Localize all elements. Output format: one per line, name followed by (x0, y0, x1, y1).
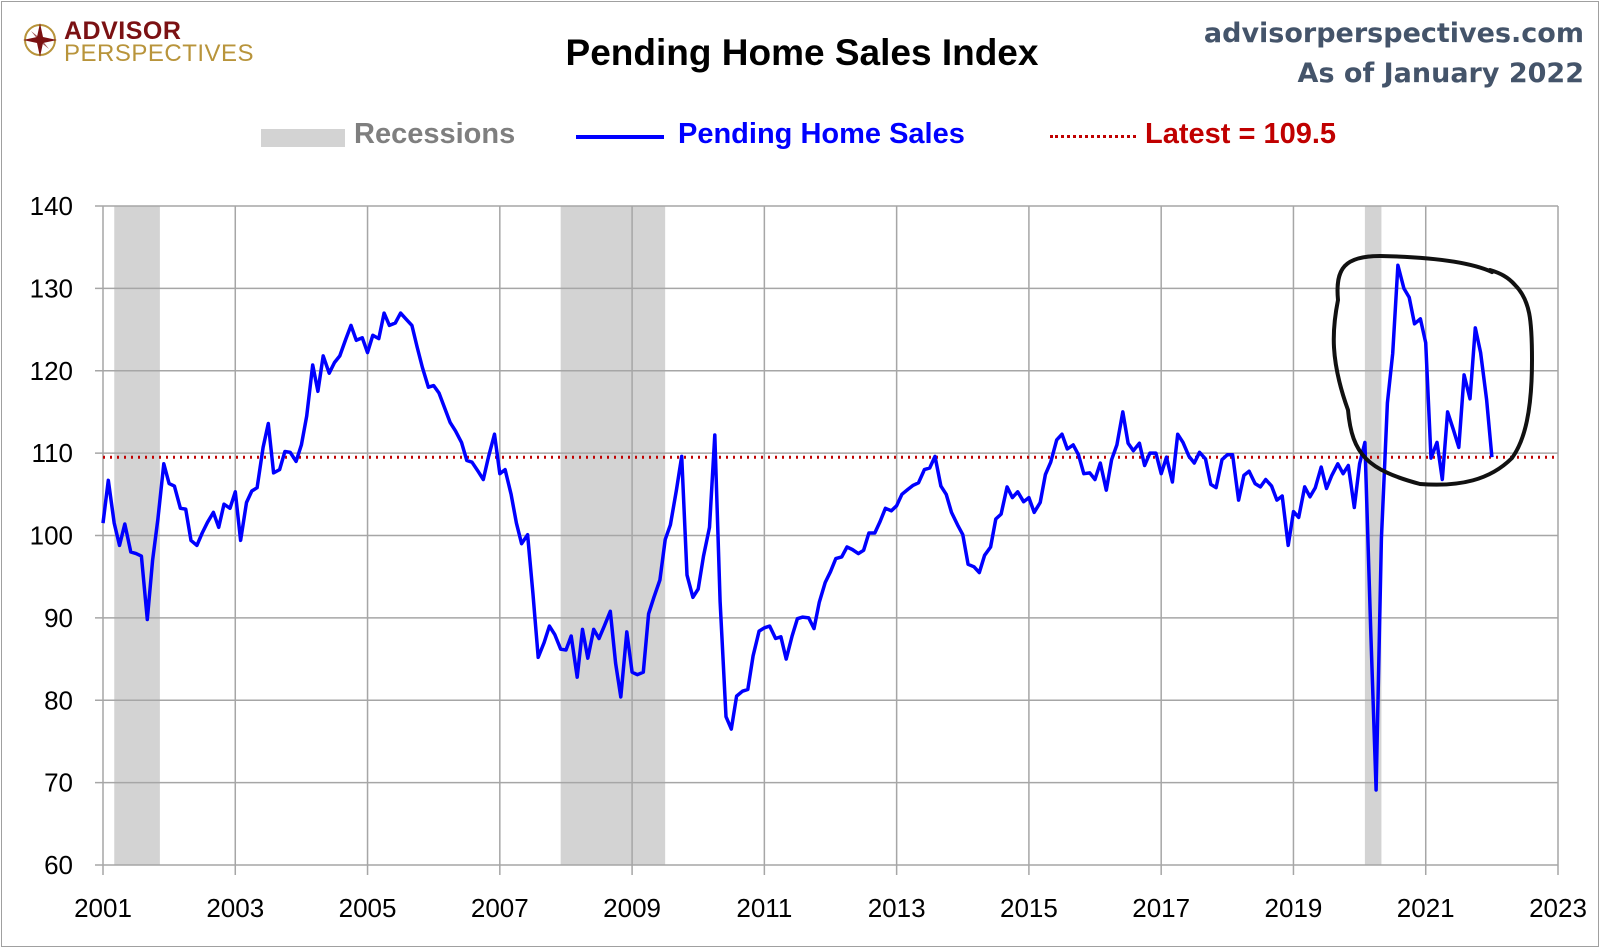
x-tick-label: 2015 (1000, 893, 1058, 923)
x-tick-label: 2017 (1132, 893, 1190, 923)
series-pending-home-sales (101, 263, 1494, 792)
x-tick-label: 2005 (339, 893, 397, 923)
y-tick-label: 60 (44, 850, 73, 880)
chart-title: Pending Home Sales Index (565, 32, 1039, 73)
y-tick-label: 70 (44, 768, 73, 798)
legend-recessions: Recessions (354, 118, 516, 150)
x-tick-label: 2019 (1265, 893, 1323, 923)
legend-series-line (576, 135, 664, 139)
logo-text-advisor: ADVISOR (64, 17, 182, 45)
y-tick-label: 80 (44, 685, 73, 715)
y-tick-label: 110 (32, 438, 73, 468)
hand-drawn-circle-annotation (1331, 253, 1535, 487)
x-tick-label: 2021 (1397, 893, 1455, 923)
x-tick-label: 2023 (1529, 893, 1587, 923)
y-tick-label: 100 (30, 521, 73, 551)
x-tick-label: 2001 (74, 893, 132, 923)
legend-latest-line (1050, 135, 1136, 138)
source-site: advisorperspectives.com (1203, 18, 1584, 49)
legend-pending-home-sales: Pending Home Sales (678, 118, 965, 150)
y-tick-label: 90 (44, 603, 73, 633)
x-tick-label: 2011 (736, 893, 792, 923)
x-tick-label: 2013 (868, 893, 926, 923)
legend-latest: Latest = 109.5 (1145, 118, 1337, 150)
x-tick-label: 2009 (603, 893, 661, 923)
y-tick-label: 120 (30, 356, 73, 386)
logo-text-perspectives: PERSPECTIVES (64, 40, 255, 67)
y-tick-label: 140 (30, 191, 73, 221)
legend-recession-swatch (261, 129, 345, 147)
as-of-date: As of January 2022 (1297, 58, 1584, 89)
compass-icon (23, 23, 57, 57)
x-tick-label: 2003 (206, 893, 264, 923)
x-tick-label: 2007 (471, 893, 529, 923)
y-tick-label: 130 (30, 273, 73, 303)
